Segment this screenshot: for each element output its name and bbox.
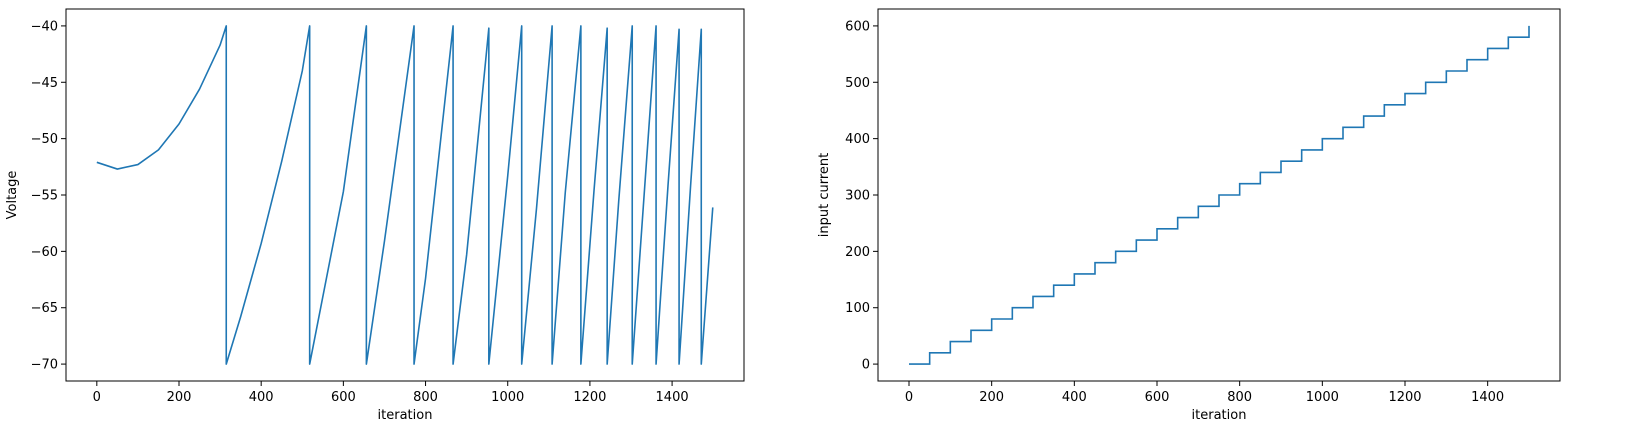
current-x-tick-label: 600 bbox=[1145, 390, 1170, 405]
voltage-y-axis-label: Voltage bbox=[5, 171, 20, 220]
voltage-x-tick-label: 200 bbox=[167, 390, 192, 405]
input-current-plot: 0 200 400 600 800 1000 1200 1400 0 100 200 300 400 5… bbox=[817, 8, 1561, 423]
voltage-series-line bbox=[96, 25, 714, 365]
voltage-x-tick-label: 600 bbox=[331, 390, 356, 405]
current-y-tick-label: 200 bbox=[845, 245, 870, 260]
current-x-tick-label: 1400 bbox=[1471, 390, 1504, 405]
voltage-x-tick-label: 1000 bbox=[491, 390, 524, 405]
current-x-tick-label: 1000 bbox=[1306, 390, 1339, 405]
voltage-x-axis-label: iteration bbox=[378, 408, 433, 423]
current-y-tick-label: 0 bbox=[862, 358, 870, 373]
voltage-x-tick-label: 0 bbox=[93, 390, 101, 405]
voltage-x-tick-label: 400 bbox=[249, 390, 274, 405]
current-x-tick-label: 800 bbox=[1227, 390, 1252, 405]
current-x-ticks: 0 200 400 600 800 1000 1200 1400 bbox=[905, 381, 1504, 405]
voltage-y-tick-label: −65 bbox=[31, 301, 58, 316]
voltage-y-tick-label: −55 bbox=[31, 189, 58, 204]
current-y-tick-label: 400 bbox=[845, 132, 870, 147]
voltage-y-ticks: −70 −65 −60 −55 −50 −45 −40 bbox=[31, 19, 66, 373]
voltage-y-tick-label: −70 bbox=[31, 358, 58, 373]
voltage-x-tick-label: 1400 bbox=[656, 390, 689, 405]
voltage-plot-frame bbox=[65, 8, 745, 382]
current-x-tick-label: 400 bbox=[1062, 390, 1087, 405]
voltage-x-ticks: 0 200 400 600 800 1000 1200 1400 bbox=[93, 381, 689, 405]
current-x-axis-label: iteration bbox=[1192, 408, 1247, 423]
current-plot-frame bbox=[877, 8, 1561, 382]
current-y-ticks: 0 100 200 300 400 500 600 bbox=[845, 19, 878, 373]
current-x-tick-label: 1200 bbox=[1388, 390, 1421, 405]
voltage-x-tick-label: 1200 bbox=[573, 390, 606, 405]
current-y-tick-label: 300 bbox=[845, 189, 870, 204]
voltage-y-tick-label: −60 bbox=[31, 245, 58, 260]
voltage-y-tick-label: −45 bbox=[31, 76, 58, 91]
current-x-tick-label: 200 bbox=[979, 390, 1004, 405]
input-current-series-line bbox=[909, 25, 1530, 365]
voltage-x-tick-label: 800 bbox=[413, 390, 438, 405]
current-y-axis-label: input current bbox=[817, 153, 832, 237]
current-x-tick-label: 0 bbox=[905, 390, 913, 405]
current-y-tick-label: 100 bbox=[845, 301, 870, 316]
voltage-y-tick-label: −40 bbox=[31, 19, 58, 34]
voltage-y-tick-label: −50 bbox=[31, 132, 58, 147]
current-y-tick-label: 600 bbox=[845, 19, 870, 34]
voltage-plot: 0 200 400 600 800 1000 1200 1400 −70 −65 −60 −55 −5… bbox=[5, 8, 745, 423]
current-y-tick-label: 500 bbox=[845, 76, 870, 91]
